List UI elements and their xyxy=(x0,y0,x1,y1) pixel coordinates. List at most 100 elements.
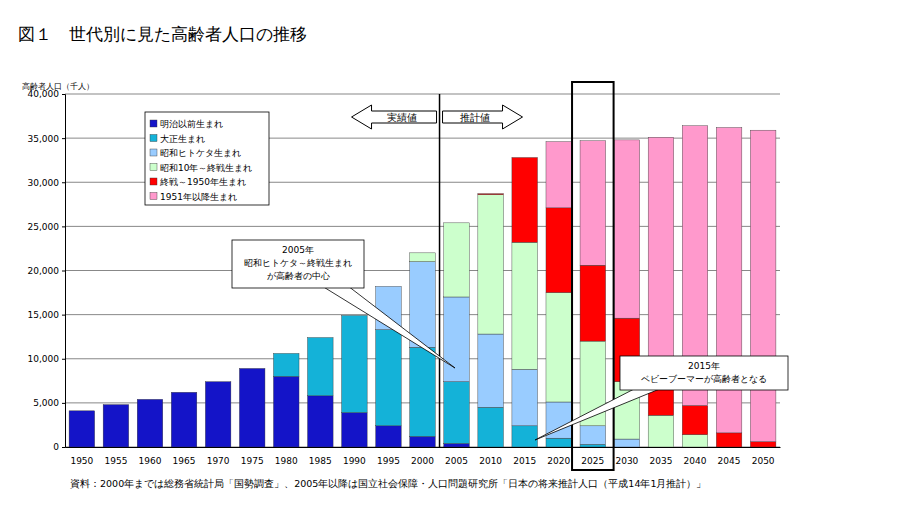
bar xyxy=(546,438,572,447)
tick-label: 2015 xyxy=(513,456,536,466)
tick-mark xyxy=(62,447,65,448)
tick-mark xyxy=(62,271,65,272)
bar xyxy=(444,297,470,382)
bar xyxy=(69,410,95,411)
tick-label: 0 xyxy=(53,442,59,452)
bar xyxy=(410,253,436,262)
bar xyxy=(512,157,538,158)
bar xyxy=(682,406,708,435)
bar xyxy=(205,381,231,382)
arrow xyxy=(443,105,523,129)
bar xyxy=(444,443,470,447)
tick-label: 1975 xyxy=(241,456,264,466)
chart: 図１ 世代別に見た高齢者人口の推移高齢者人口（千人）05,00010,00015… xyxy=(0,0,900,522)
tick: 2000 xyxy=(411,447,434,466)
bar xyxy=(512,158,538,243)
bar xyxy=(410,252,436,253)
bar xyxy=(103,404,129,405)
tick: 1995 xyxy=(377,447,400,466)
bar xyxy=(69,410,95,411)
source: 資料：2000年までは総務省統計局「国勢調査」、2005年以降は国立社会保障・人… xyxy=(70,478,707,489)
callout-box xyxy=(620,356,788,390)
annotation: が高齢者の中心 xyxy=(267,271,330,281)
legend-label: 終戦～1950年生まれ xyxy=(159,177,246,187)
tick: 1965 xyxy=(173,447,196,466)
bar xyxy=(103,404,129,405)
tick: 2010 xyxy=(479,447,502,466)
tick-label: 5,000 xyxy=(33,398,59,408)
bar xyxy=(512,426,538,447)
bar xyxy=(69,410,95,411)
bar xyxy=(137,399,163,400)
legend-box xyxy=(145,112,269,205)
tick-mark xyxy=(62,403,65,404)
tick: 15,000 xyxy=(28,310,66,320)
tick: 25,000 xyxy=(28,222,66,232)
tick: 1975 xyxy=(241,447,264,466)
bar xyxy=(137,399,163,400)
legend-swatch xyxy=(150,164,157,171)
bar xyxy=(308,337,334,338)
bar xyxy=(512,369,538,425)
bar xyxy=(342,315,368,316)
tick-label: 1950 xyxy=(70,456,93,466)
bar xyxy=(342,316,368,413)
tick: 2045 xyxy=(718,447,741,466)
tick-mark xyxy=(62,359,65,360)
series xyxy=(546,126,776,442)
tick: 2025 xyxy=(581,447,604,466)
tick: 2040 xyxy=(684,447,707,466)
bar xyxy=(205,381,231,382)
tick-label: 2045 xyxy=(718,456,741,466)
legend-label: 昭和ヒトケタ生まれ xyxy=(160,148,241,158)
divider xyxy=(439,94,441,447)
bar xyxy=(546,142,572,208)
tick: 2030 xyxy=(615,447,638,466)
legend: 明治以前生まれ大正生まれ昭和ヒトケタ生まれ昭和10年～終戦生まれ終戦～1950年… xyxy=(145,112,269,205)
bar xyxy=(376,286,402,287)
tick-mark xyxy=(62,182,65,183)
bar xyxy=(171,392,197,393)
bar xyxy=(444,222,470,223)
bar xyxy=(750,130,776,442)
bar xyxy=(376,286,402,287)
tick-label: 15,000 xyxy=(28,310,60,320)
tick: 1960 xyxy=(139,447,162,466)
legend-swatch xyxy=(150,193,157,200)
bar xyxy=(410,252,436,253)
tick-label: 2010 xyxy=(479,456,502,466)
annotation: 昭和ヒトケタ～終戦生まれ xyxy=(244,258,352,268)
bar xyxy=(239,368,265,369)
tick: 0 xyxy=(53,442,65,452)
bar xyxy=(580,265,606,341)
arrow xyxy=(352,105,437,129)
tick-mark xyxy=(62,315,65,316)
tick-label: 2030 xyxy=(615,456,638,466)
legend-swatch xyxy=(150,120,157,127)
annotation: 推計値 xyxy=(460,112,490,123)
tick-label: 25,000 xyxy=(28,222,60,232)
bar xyxy=(478,195,504,334)
bar xyxy=(69,410,95,411)
bar xyxy=(308,337,334,338)
tick-label: 2005 xyxy=(445,456,468,466)
bar xyxy=(137,399,163,400)
bar xyxy=(682,435,708,447)
bar xyxy=(103,405,129,447)
tick-label: 35,000 xyxy=(28,134,60,144)
tick: 2015 xyxy=(513,447,536,466)
tick-label: 2035 xyxy=(649,456,672,466)
tick-label: 2000 xyxy=(411,456,434,466)
bar xyxy=(273,353,299,354)
tick: 20,000 xyxy=(28,266,66,276)
bar xyxy=(444,222,470,223)
bar xyxy=(342,315,368,316)
legend-label: 明治以前生まれ xyxy=(160,119,223,129)
bar xyxy=(750,442,776,447)
y-axis: 05,00010,00015,00020,00025,00030,00035,0… xyxy=(28,89,66,452)
tick: 2005 xyxy=(445,447,468,466)
bar xyxy=(239,368,265,369)
tick: 1955 xyxy=(104,447,127,466)
tick-label: 1980 xyxy=(275,456,298,466)
annotation: 2015年 xyxy=(688,361,720,371)
